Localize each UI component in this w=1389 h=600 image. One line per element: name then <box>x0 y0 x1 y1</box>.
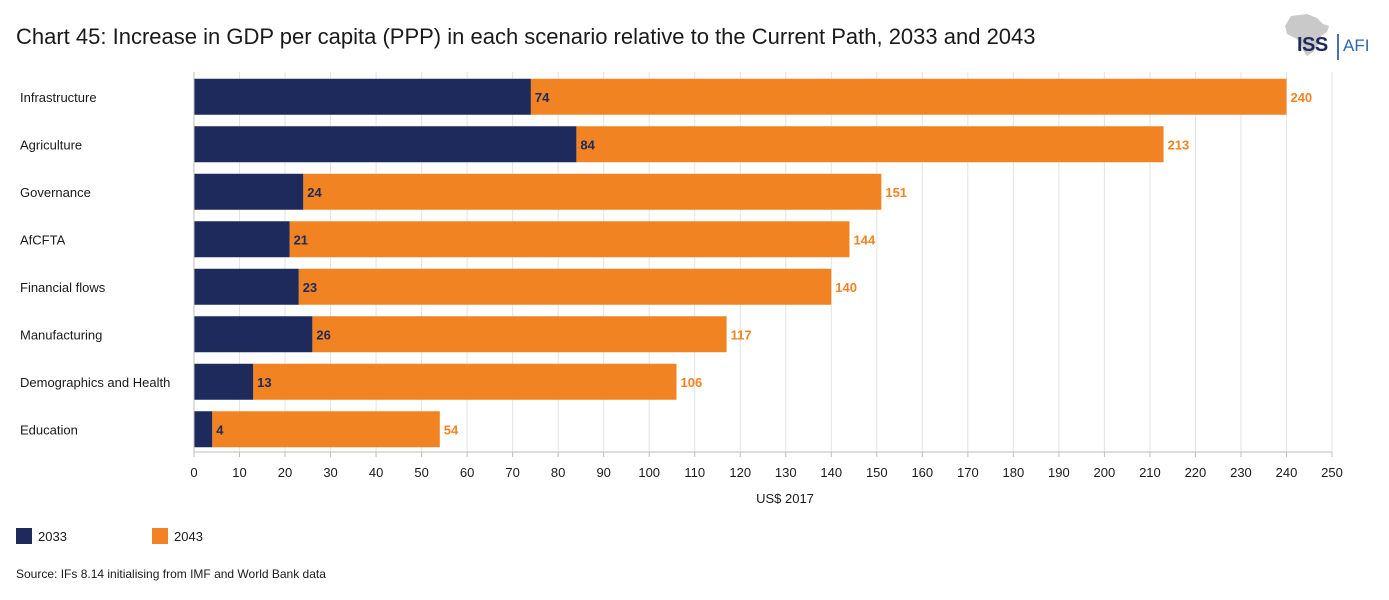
x-tick-label: 120 <box>729 465 751 480</box>
x-tick-label: 200 <box>1094 465 1116 480</box>
x-tick-label: 30 <box>323 465 337 480</box>
bar-2033 <box>194 316 313 353</box>
x-tick-label: 220 <box>1185 465 1207 480</box>
data-label-2043: 54 <box>444 422 459 437</box>
x-tick-label: 190 <box>1048 465 1070 480</box>
data-label-2033: 84 <box>580 137 595 152</box>
bar-2043 <box>576 126 1164 163</box>
x-tick-label: 130 <box>775 465 797 480</box>
x-tick-label: 140 <box>820 465 842 480</box>
category-label: Infrastructure <box>20 90 97 105</box>
category-label: AfCFTA <box>20 232 66 247</box>
x-tick-label: 60 <box>460 465 474 480</box>
data-label-2033: 74 <box>535 90 550 105</box>
x-tick-label: 70 <box>505 465 519 480</box>
bar-2043 <box>303 173 882 210</box>
bar-2033 <box>194 173 304 210</box>
x-tick-label: 40 <box>369 465 383 480</box>
x-tick-label: 110 <box>684 465 705 480</box>
data-label-2033: 24 <box>307 185 322 200</box>
x-tick-label: 80 <box>551 465 565 480</box>
data-label-2043: 106 <box>681 375 703 390</box>
iss-afi-logo: ISS AFI <box>1277 12 1370 60</box>
legend-label-2033: 2033 <box>38 528 67 544</box>
data-label-2043: 140 <box>835 280 857 295</box>
legend-item-2033: 2033 <box>16 528 67 544</box>
bar-2043 <box>212 411 440 448</box>
bar-2043 <box>312 316 727 353</box>
category-label: Manufacturing <box>20 327 102 342</box>
legend-label-2043: 2043 <box>174 528 203 544</box>
x-tick-label: 20 <box>278 465 292 480</box>
x-axis-label: US$ 2017 <box>756 491 814 506</box>
x-tick-label: 230 <box>1230 465 1252 480</box>
legend-swatch-2033 <box>16 528 32 544</box>
legend-swatch-2043 <box>152 528 168 544</box>
x-tick-label: 0 <box>190 465 197 480</box>
bar-2033 <box>194 78 531 115</box>
bar-2043 <box>289 221 850 258</box>
bar-2043 <box>530 78 1287 115</box>
x-tick-label: 90 <box>596 465 610 480</box>
x-tick-label: 10 <box>232 465 246 480</box>
logo-separator <box>1337 34 1339 60</box>
data-label-2033: 26 <box>316 327 330 342</box>
data-label-2043: 151 <box>885 185 907 200</box>
x-tick-label: 170 <box>957 465 979 480</box>
category-label: Agriculture <box>20 137 82 152</box>
data-label-2043: 213 <box>1168 137 1190 152</box>
chart-title: Chart 45: Increase in GDP per capita (PP… <box>16 24 1036 49</box>
data-label-2033: 13 <box>257 375 271 390</box>
africa-map-icon <box>1285 14 1329 56</box>
bar-2033 <box>194 411 213 448</box>
logo-afi-text: AFI <box>1343 36 1370 55</box>
category-label: Governance <box>20 185 91 200</box>
bar-2043 <box>298 268 832 305</box>
bar-2033 <box>194 268 299 305</box>
x-tick-label: 240 <box>1276 465 1298 480</box>
data-label-2033: 4 <box>216 422 224 437</box>
legend-item-2043: 2043 <box>152 528 203 544</box>
bar-2033 <box>194 126 577 163</box>
source-note: Source: IFs 8.14 initialising from IMF a… <box>16 567 326 581</box>
category-label: Demographics and Health <box>20 375 170 390</box>
x-tick-label: 150 <box>866 465 888 480</box>
data-label-2043: 117 <box>731 327 752 342</box>
logo-iss-text: ISS <box>1297 34 1328 56</box>
x-tick-label: 50 <box>414 465 428 480</box>
data-label-2043: 144 <box>853 232 875 247</box>
category-label: Education <box>20 422 78 437</box>
x-tick-label: 100 <box>638 465 660 480</box>
bar-2033 <box>194 363 254 400</box>
x-tick-label: 250 <box>1321 465 1343 480</box>
data-label-2033: 21 <box>294 232 308 247</box>
data-label-2043: 240 <box>1290 90 1312 105</box>
data-label-2033: 23 <box>303 280 317 295</box>
category-label: Financial flows <box>20 280 106 295</box>
bar-2033 <box>194 221 290 258</box>
x-tick-label: 210 <box>1139 465 1161 480</box>
x-tick-label: 180 <box>1003 465 1025 480</box>
x-tick-label: 160 <box>911 465 933 480</box>
bar-2043 <box>253 363 677 400</box>
